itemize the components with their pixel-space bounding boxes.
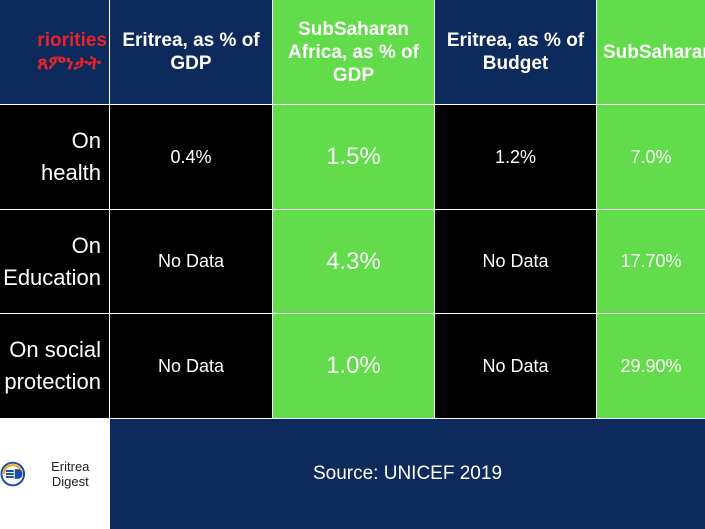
eritrea-digest-logo-icon: [0, 461, 26, 487]
row-label-education-line1: On: [71, 232, 101, 258]
social-ssa-budget-value: 29.90%: [620, 355, 682, 376]
education-eritrea-budget-cell: No Data: [435, 210, 597, 314]
header-priorities-cell: riorities ጸምነታት: [0, 0, 110, 105]
health-ssa-budget-value: 7.0%: [630, 146, 672, 167]
health-ssa-gdp-cell: 1.5%: [273, 105, 435, 210]
education-eritrea-budget-value: No Data: [482, 251, 549, 271]
social-eritrea-gdp-cell: No Data: [110, 314, 273, 419]
row-label-health-line2: health: [41, 160, 101, 185]
social-ssa-gdp-cell: 1.0%: [273, 314, 435, 419]
header-ssa-budget-cell: SubSaharan Africa, as % of Budget: [597, 0, 705, 105]
social-eritrea-budget-cell: No Data: [435, 314, 597, 419]
row-label-health-cell: On health: [0, 105, 110, 210]
education-ssa-budget-value: 17.70%: [620, 251, 682, 271]
row-label-education-cell: On Education: [0, 210, 110, 314]
header-ssa-budget: SubSaharan Africa, as % of Budget: [603, 41, 705, 63]
health-eritrea-gdp-cell: 0.4%: [110, 105, 273, 210]
row-label-social-protection-line2: protection: [4, 369, 101, 394]
source-cell: Source: UNICEF 2019: [110, 419, 705, 529]
health-eritrea-budget-cell: 1.2%: [435, 105, 597, 210]
header-ssa-gdp-cell: SubSaharan Africa, as % of GDP: [273, 0, 435, 105]
header-eritrea-gdp: Eritrea, as % of GDP: [122, 30, 260, 74]
health-ssa-budget-cell: 7.0%: [597, 105, 705, 210]
row-label-health-line1: On: [71, 128, 101, 153]
header-ssa-gdp: SubSaharan Africa, as % of GDP: [288, 18, 419, 86]
education-ssa-budget-cell: 17.70%: [597, 210, 705, 314]
health-ssa-gdp-value: 1.5%: [326, 143, 381, 170]
health-eritrea-gdp-value: 0.4%: [170, 146, 212, 167]
social-eritrea-budget-value: No Data: [482, 355, 549, 376]
row-label-social-protection-line1: On social: [9, 337, 101, 362]
education-eritrea-gdp-value: No Data: [157, 251, 225, 271]
header-priorities-tigrinya-label: ጸምነታት: [37, 53, 101, 74]
education-ssa-gdp-value: 4.3%: [326, 247, 381, 275]
education-ssa-gdp-cell: 4.3%: [273, 210, 435, 314]
header-eritrea-budget-cell: Eritrea, as % of Budget: [435, 0, 597, 105]
row-label-social-protection-cell: On social protection: [0, 314, 110, 419]
social-eritrea-gdp-value: No Data: [157, 355, 225, 376]
row-label-education-line2: Education: [3, 264, 101, 290]
header-eritrea-gdp-cell: Eritrea, as % of GDP: [110, 0, 273, 105]
education-eritrea-gdp-cell: No Data: [110, 210, 273, 314]
header-priorities-label: riorities: [37, 30, 107, 51]
social-ssa-budget-cell: 29.90%: [597, 314, 705, 419]
social-ssa-gdp-value: 1.0%: [326, 352, 381, 379]
source-text: Source: UNICEF 2019: [312, 463, 503, 484]
logo-text: Eritrea Digest: [51, 459, 90, 489]
logo-cell: Eritrea Digest: [0, 419, 110, 529]
eritrea-digest-logo: Eritrea Digest: [0, 459, 109, 489]
header-eritrea-budget: Eritrea, as % of Budget: [446, 30, 585, 74]
health-eritrea-budget-value: 1.2%: [494, 146, 537, 167]
